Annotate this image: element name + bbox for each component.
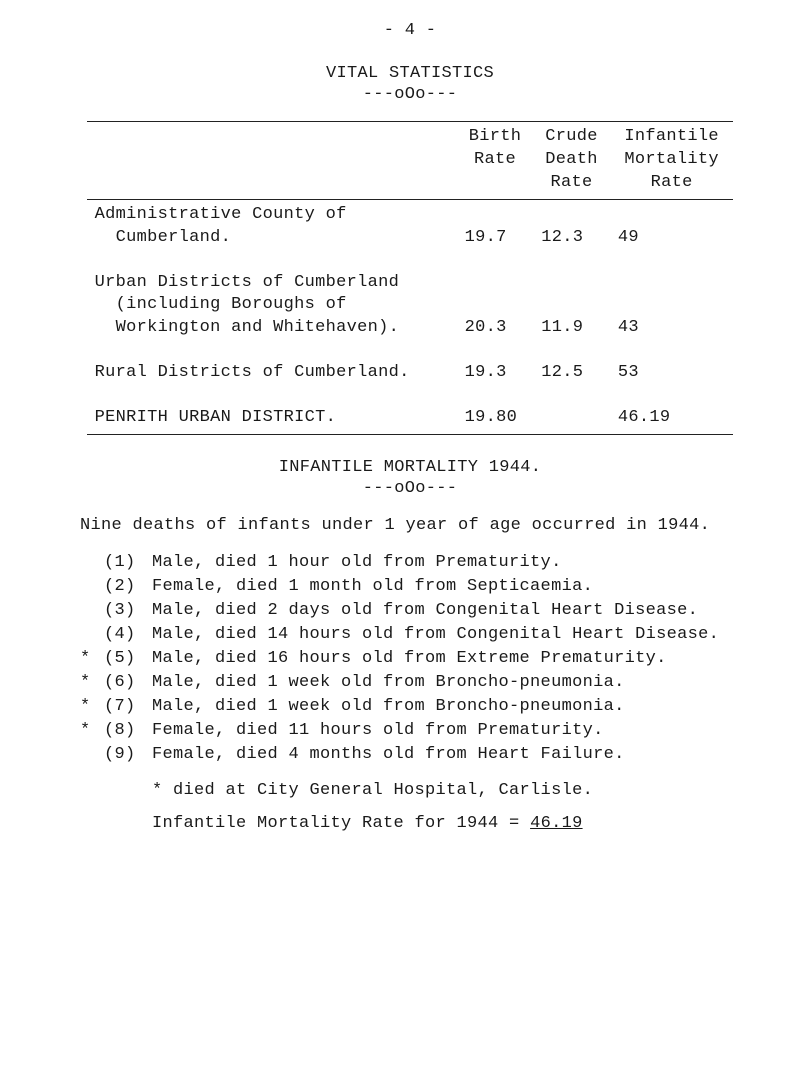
list-text: Female, died 1 month old from Septicaemi… — [152, 576, 740, 599]
list-num: (3) — [104, 600, 152, 623]
col-header-birth-l2: Rate — [474, 150, 516, 169]
table-row — [87, 389, 734, 403]
col-header-birth: Birth Rate — [457, 121, 534, 199]
list-text: Male, died 1 week old from Broncho-pneum… — [152, 672, 740, 695]
list-num: (2) — [104, 576, 152, 599]
list-num: (5) — [104, 648, 152, 671]
list-text: Female, died 4 months old from Heart Fai… — [152, 744, 740, 767]
col-header-infant-l2: Mortality — [624, 150, 719, 169]
cell-death: 12.5 — [533, 358, 610, 389]
infantile-rate-value: 46.19 — [530, 814, 583, 833]
col-header-death: Crude Death Rate — [533, 121, 610, 199]
row-label-l2: Cumberland. — [116, 228, 232, 247]
list-mark — [80, 744, 104, 767]
list-item: (4) Male, died 14 hours old from Congeni… — [80, 624, 740, 647]
list-text: Male, died 2 days old from Congenital He… — [152, 600, 740, 623]
table-row: Rural Districts of Cumberland. 19.3 12.5… — [87, 358, 734, 389]
infantile-rate-label: Infantile Mortality Rate for 1944 = — [152, 814, 530, 833]
list-num: (1) — [104, 552, 152, 575]
section-title-infantile: INFANTILE MORTALITY 1944. — [80, 457, 740, 480]
list-item: (3) Male, died 2 days old from Congenita… — [80, 600, 740, 623]
list-text: Female, died 11 hours old from Prematuri… — [152, 720, 740, 743]
col-header-death-l2: Death — [545, 150, 598, 169]
cell-death: 11.9 — [533, 268, 610, 345]
list-mark — [80, 600, 104, 623]
list-mark — [80, 552, 104, 575]
list-item: * (7) Male, died 1 week old from Broncho… — [80, 696, 740, 719]
table-row: Administrative County of Cumberland. 19.… — [87, 199, 734, 253]
intro-paragraph: Nine deaths of infants under 1 year of a… — [80, 515, 740, 538]
separator-ooo-2: ---oOo--- — [80, 478, 740, 501]
col-header-infant: Infantile Mortality Rate — [610, 121, 734, 199]
col-header-death-l1: Crude — [545, 127, 598, 146]
list-item: * (5) Male, died 16 hours old from Extre… — [80, 648, 740, 671]
row-label-l2: (including Boroughs of — [116, 295, 347, 314]
table-row: PENRITH URBAN DISTRICT. 19.80 46.19 — [87, 403, 734, 434]
list-num: (6) — [104, 672, 152, 695]
cell-infant: 49 — [610, 199, 734, 253]
cell-infant: 53 — [610, 358, 734, 389]
row-label: Administrative County of Cumberland. — [87, 199, 457, 253]
list-num: (9) — [104, 744, 152, 767]
cell-birth: 19.7 — [457, 199, 534, 253]
list-mark — [80, 576, 104, 599]
list-mark: * — [80, 720, 104, 743]
row-label-l1: Urban Districts of Cumberland — [95, 273, 400, 292]
col-header-infant-l3: Rate — [651, 173, 693, 192]
list-mark: * — [80, 696, 104, 719]
col-header-empty — [87, 121, 457, 199]
list-mark: * — [80, 648, 104, 671]
list-mark: * — [80, 672, 104, 695]
list-item: * (6) Male, died 1 week old from Broncho… — [80, 672, 740, 695]
list-num: (8) — [104, 720, 152, 743]
cell-birth: 20.3 — [457, 268, 534, 345]
list-num: (4) — [104, 624, 152, 647]
main-title: VITAL STATISTICS — [80, 63, 740, 86]
cell-infant: 46.19 — [610, 403, 734, 434]
list-text: Male, died 16 hours old from Extreme Pre… — [152, 648, 740, 671]
cell-death — [533, 403, 610, 434]
cell-birth: 19.80 — [457, 403, 534, 434]
infantile-rate-line: Infantile Mortality Rate for 1944 = 46.1… — [80, 813, 740, 836]
list-num: (7) — [104, 696, 152, 719]
page-number: - 4 - — [80, 20, 740, 43]
list-item: (2) Female, died 1 month old from Septic… — [80, 576, 740, 599]
list-text: Male, died 14 hours old from Congenital … — [152, 624, 740, 647]
row-label-l3: Workington and Whitehaven). — [116, 318, 400, 337]
list-text: Male, died 1 hour old from Prematurity. — [152, 552, 740, 575]
footnote: * died at City General Hospital, Carlisl… — [80, 780, 740, 803]
col-header-birth-l1: Birth — [469, 127, 522, 146]
separator-ooo-1: ---oOo--- — [80, 84, 740, 107]
row-label: PENRITH URBAN DISTRICT. — [87, 403, 457, 434]
deaths-list: (1) Male, died 1 hour old from Prematuri… — [80, 552, 740, 766]
row-label: Urban Districts of Cumberland (including… — [87, 268, 457, 345]
list-item: (9) Female, died 4 months old from Heart… — [80, 744, 740, 767]
table-row — [87, 344, 734, 358]
list-text: Male, died 1 week old from Broncho-pneum… — [152, 696, 740, 719]
list-mark — [80, 624, 104, 647]
table-row: Urban Districts of Cumberland (including… — [87, 268, 734, 345]
row-label: Rural Districts of Cumberland. — [87, 358, 457, 389]
cell-infant: 43 — [610, 268, 734, 345]
table-row — [87, 254, 734, 268]
cell-birth: 19.3 — [457, 358, 534, 389]
cell-death: 12.3 — [533, 199, 610, 253]
list-item: (1) Male, died 1 hour old from Prematuri… — [80, 552, 740, 575]
row-label-l1: Administrative County of — [95, 205, 347, 224]
vital-statistics-table: Birth Rate Crude Death Rate Infantile Mo… — [87, 121, 734, 435]
col-header-infant-l1: Infantile — [624, 127, 719, 146]
col-header-death-l3: Rate — [551, 173, 593, 192]
list-item: * (8) Female, died 11 hours old from Pre… — [80, 720, 740, 743]
